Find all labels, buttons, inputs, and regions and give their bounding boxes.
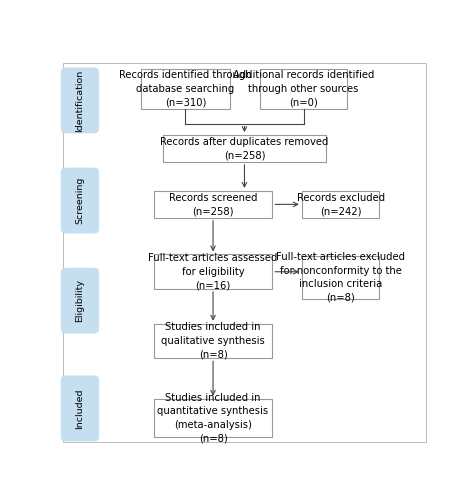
Text: Records after duplicates removed
(n=258): Records after duplicates removed (n=258) bbox=[160, 136, 328, 160]
FancyBboxPatch shape bbox=[154, 254, 272, 289]
FancyBboxPatch shape bbox=[141, 68, 229, 109]
Text: Records identified through
database searching
(n=310): Records identified through database sear… bbox=[119, 70, 251, 108]
FancyBboxPatch shape bbox=[259, 68, 347, 109]
Text: Studies included in
qualitative synthesis
(n=8): Studies included in qualitative synthesi… bbox=[161, 322, 264, 360]
FancyBboxPatch shape bbox=[301, 191, 378, 218]
Text: Records excluded
(n=242): Records excluded (n=242) bbox=[296, 192, 384, 216]
Text: Additional records identified
through other sources
(n=0): Additional records identified through ot… bbox=[232, 70, 374, 108]
Text: Studies included in
quantitative synthesis
(meta-analysis)
(n=8): Studies included in quantitative synthes… bbox=[157, 392, 268, 444]
Text: Included: Included bbox=[75, 388, 84, 428]
FancyBboxPatch shape bbox=[301, 256, 378, 298]
FancyBboxPatch shape bbox=[154, 399, 272, 438]
Text: Records screened
(n=258): Records screened (n=258) bbox=[169, 192, 257, 216]
FancyBboxPatch shape bbox=[154, 324, 272, 358]
FancyBboxPatch shape bbox=[61, 68, 99, 133]
FancyBboxPatch shape bbox=[61, 168, 99, 233]
Text: Full-text articles assessed
for eligibility
(n=16): Full-text articles assessed for eligibil… bbox=[148, 253, 277, 290]
FancyBboxPatch shape bbox=[61, 268, 99, 333]
FancyBboxPatch shape bbox=[154, 191, 272, 218]
Text: Full-text articles excluded
for nonconformity to the
inclusion criteria
(n=8): Full-text articles excluded for nonconfo… bbox=[276, 252, 404, 303]
Text: Screening: Screening bbox=[75, 177, 84, 224]
FancyBboxPatch shape bbox=[61, 376, 99, 441]
FancyBboxPatch shape bbox=[163, 135, 325, 162]
Text: Eligibility: Eligibility bbox=[75, 279, 84, 322]
Text: Identification: Identification bbox=[75, 70, 84, 132]
